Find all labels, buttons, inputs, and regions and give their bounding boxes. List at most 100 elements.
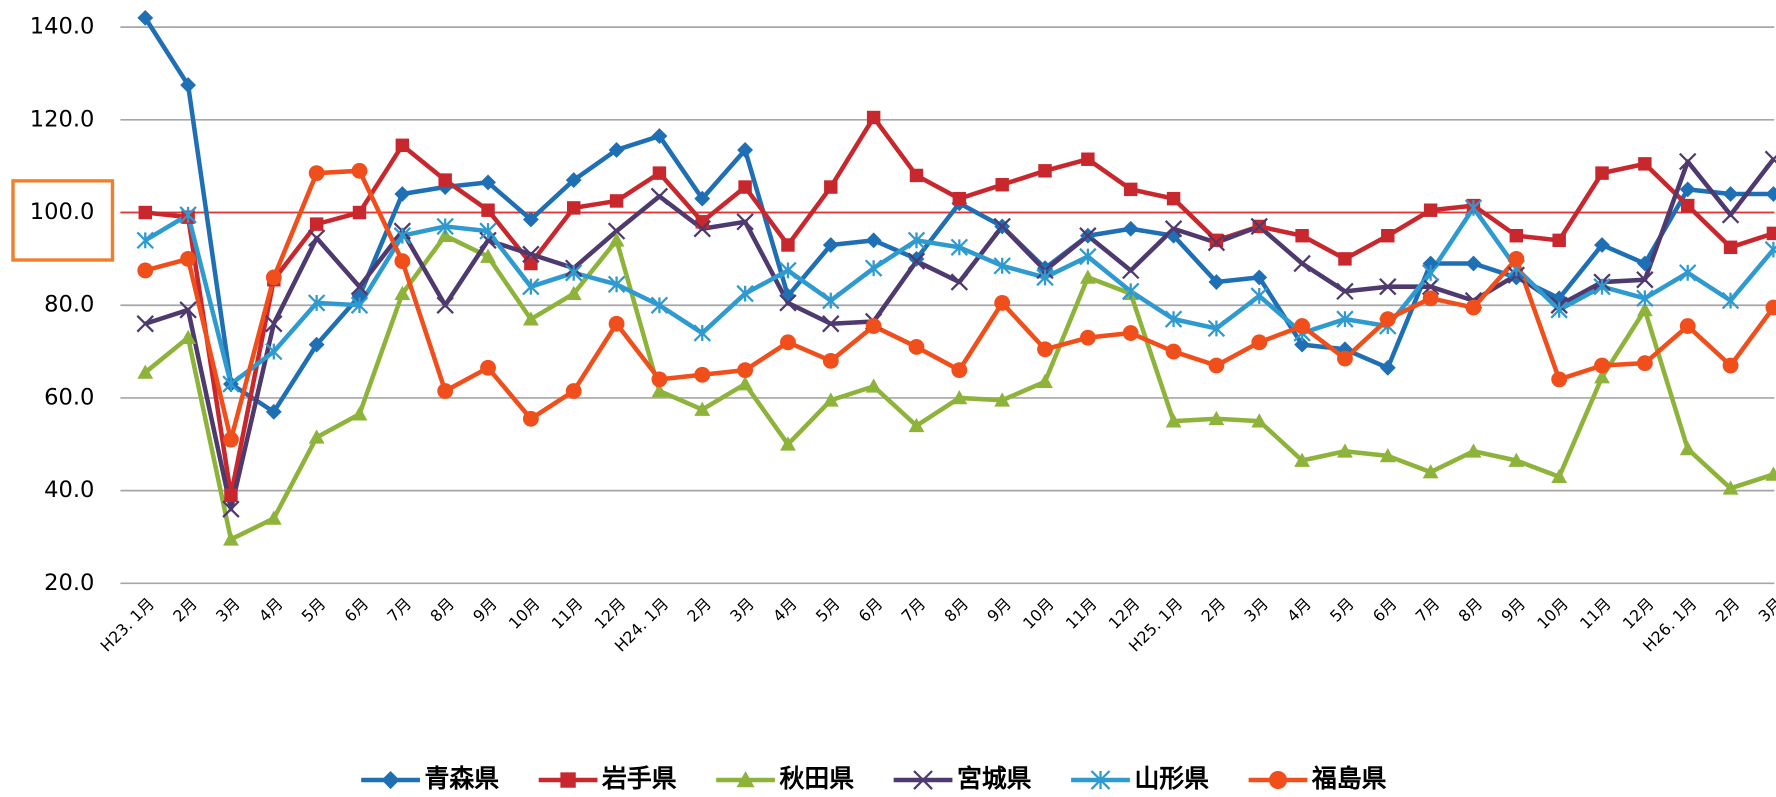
marker bbox=[780, 436, 796, 451]
marker-shape bbox=[1165, 413, 1182, 428]
marker-shape bbox=[1268, 770, 1288, 790]
marker bbox=[737, 362, 754, 379]
marker-shape bbox=[522, 410, 539, 427]
marker-shape bbox=[136, 315, 154, 333]
marker-shape bbox=[1550, 301, 1568, 319]
marker-shape bbox=[651, 383, 668, 398]
marker-shape bbox=[779, 261, 797, 280]
x-tick-label: 11月 bbox=[1062, 594, 1101, 633]
marker-shape bbox=[736, 284, 754, 303]
x-tick-label: 6月 bbox=[855, 594, 887, 626]
marker bbox=[651, 371, 668, 388]
series-line bbox=[145, 115, 1775, 498]
marker-shape bbox=[1636, 289, 1654, 307]
marker-shape bbox=[265, 269, 282, 286]
marker bbox=[951, 390, 968, 405]
legend-label: 福島県 bbox=[1311, 764, 1387, 793]
marker-shape bbox=[908, 339, 925, 355]
legend-label: 山形県 bbox=[1134, 764, 1209, 793]
marker bbox=[864, 259, 883, 277]
marker-shape bbox=[137, 9, 154, 26]
marker bbox=[908, 339, 925, 355]
marker-shape bbox=[1636, 255, 1653, 272]
legend-marker bbox=[736, 770, 755, 788]
marker-shape bbox=[1766, 226, 1776, 241]
marker-shape bbox=[1764, 150, 1776, 168]
marker-shape bbox=[950, 238, 969, 257]
marker-shape bbox=[1250, 287, 1268, 305]
marker bbox=[180, 329, 197, 345]
marker bbox=[223, 431, 239, 448]
marker-shape bbox=[565, 172, 582, 189]
marker bbox=[993, 257, 1011, 275]
marker bbox=[1338, 252, 1352, 266]
marker-shape bbox=[1164, 220, 1183, 238]
marker-shape bbox=[1722, 357, 1739, 374]
x-tick-label: 3月 bbox=[726, 594, 758, 626]
marker-shape bbox=[1636, 355, 1653, 372]
marker-shape bbox=[308, 429, 325, 444]
marker-shape bbox=[1422, 290, 1439, 307]
marker-shape bbox=[607, 222, 626, 240]
marker-shape bbox=[1338, 252, 1352, 266]
marker-shape bbox=[1379, 359, 1396, 376]
marker-shape bbox=[907, 252, 926, 270]
marker-shape bbox=[565, 264, 583, 282]
marker-shape bbox=[822, 291, 840, 310]
marker bbox=[1122, 282, 1140, 301]
x-tick-label: 5月 bbox=[812, 594, 844, 626]
marker bbox=[694, 366, 711, 383]
x-tick-label: 5月 bbox=[298, 594, 330, 626]
marker-shape bbox=[1295, 228, 1309, 243]
marker bbox=[651, 128, 668, 144]
marker-shape bbox=[265, 403, 282, 420]
marker-shape bbox=[1508, 452, 1525, 467]
marker bbox=[1336, 282, 1354, 301]
marker-shape bbox=[1379, 277, 1397, 296]
marker-shape bbox=[1079, 226, 1097, 245]
marker bbox=[394, 186, 411, 202]
marker bbox=[652, 166, 667, 180]
y-tick-label: 80.0 bbox=[44, 292, 94, 318]
marker-shape bbox=[736, 770, 755, 788]
marker-shape bbox=[1636, 301, 1653, 317]
marker-shape bbox=[223, 431, 239, 448]
marker-shape bbox=[1164, 310, 1183, 328]
marker bbox=[524, 256, 538, 271]
marker bbox=[1594, 237, 1610, 253]
marker-shape bbox=[822, 392, 839, 407]
marker-shape bbox=[1422, 464, 1439, 479]
marker bbox=[1422, 255, 1439, 272]
marker-shape bbox=[179, 301, 197, 319]
marker bbox=[265, 510, 282, 525]
marker-shape bbox=[522, 277, 540, 296]
y-tick-label: 60.0 bbox=[44, 384, 94, 410]
marker bbox=[1722, 480, 1739, 495]
marker-shape bbox=[951, 390, 968, 405]
marker-shape bbox=[522, 311, 539, 326]
marker-shape bbox=[394, 186, 411, 202]
marker bbox=[1379, 359, 1396, 376]
marker bbox=[1122, 220, 1139, 237]
marker bbox=[1165, 413, 1182, 428]
marker-shape bbox=[307, 294, 326, 312]
marker-shape bbox=[179, 206, 197, 224]
marker-shape bbox=[136, 231, 154, 250]
series-line bbox=[143, 16, 1774, 415]
marker bbox=[780, 334, 796, 351]
marker-shape bbox=[1122, 282, 1140, 301]
y-tick-label: 40.0 bbox=[44, 477, 94, 503]
x-tick-label: 8月 bbox=[940, 594, 972, 626]
marker-shape bbox=[352, 205, 367, 220]
marker bbox=[566, 201, 581, 215]
marker-shape bbox=[1722, 480, 1739, 495]
marker bbox=[480, 248, 496, 263]
legend-label: 宮城県 bbox=[957, 764, 1032, 793]
marker-shape bbox=[222, 500, 240, 518]
marker-shape bbox=[1679, 152, 1697, 171]
marker-shape bbox=[1336, 310, 1354, 328]
marker-shape bbox=[1379, 447, 1396, 463]
legend-item: 山形県 bbox=[1071, 764, 1209, 793]
marker-shape bbox=[994, 392, 1011, 407]
marker-shape bbox=[1122, 220, 1139, 237]
